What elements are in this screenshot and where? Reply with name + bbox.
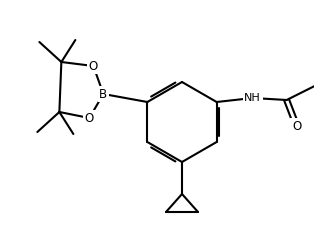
Text: B: B — [99, 88, 107, 101]
Text: O: O — [85, 112, 94, 124]
Text: O: O — [292, 120, 301, 132]
Text: NH: NH — [244, 93, 261, 103]
Text: O: O — [89, 60, 98, 72]
